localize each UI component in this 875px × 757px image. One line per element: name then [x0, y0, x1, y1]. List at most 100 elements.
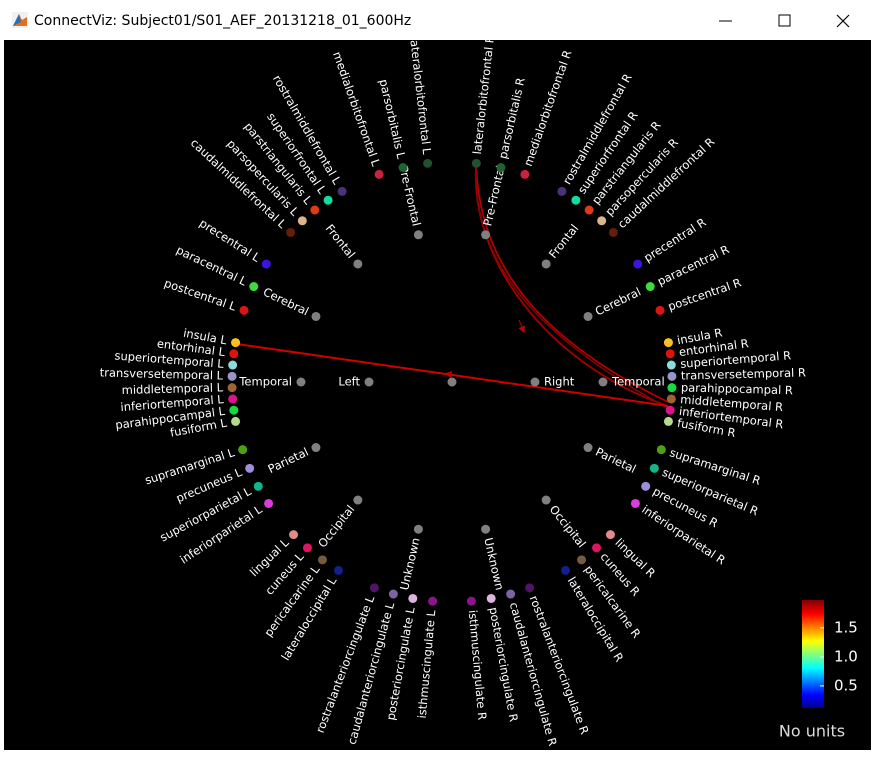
maximize-button[interactable] [778, 14, 791, 27]
lobe-node [583, 443, 593, 453]
lobe-node [311, 311, 321, 321]
region-node [227, 383, 237, 393]
region-node [667, 383, 677, 393]
lobe-node [541, 495, 551, 505]
region-node [666, 360, 676, 370]
region-node [253, 481, 263, 491]
colorbar [802, 600, 824, 708]
region-node [608, 227, 618, 237]
region-node [297, 216, 307, 226]
region-node [557, 186, 567, 196]
region-node [228, 360, 238, 370]
region-node [333, 565, 343, 575]
region-node [633, 259, 643, 269]
lobe-node [541, 259, 551, 269]
hemisphere-node [364, 377, 374, 387]
lobe-node [413, 230, 423, 240]
region-node [398, 163, 408, 173]
window-title: ConnectViz: Subject01/S01_AEF_20131218_0… [34, 13, 411, 29]
region-node [577, 555, 587, 565]
hemisphere-node [530, 377, 540, 387]
connection [475, 164, 669, 403]
lobe-node [481, 524, 491, 534]
region-node [486, 593, 496, 603]
region-node [655, 305, 665, 315]
region-node [506, 589, 516, 599]
region-label: middletemporal L [121, 380, 223, 397]
lobe-node [481, 230, 491, 240]
region-node [229, 405, 239, 415]
lobe-node [413, 524, 423, 534]
region-node [649, 463, 659, 473]
region-node [261, 259, 271, 269]
region-node [665, 349, 675, 359]
colorbar-tick-label: 1.5 [834, 618, 858, 636]
lobe-node [598, 377, 608, 387]
lobe-node [296, 377, 306, 387]
region-node [289, 530, 299, 540]
region-node [227, 371, 237, 381]
plot-area [4, 40, 871, 750]
region-node [428, 596, 438, 606]
lobe-node [311, 443, 321, 453]
region-node [238, 445, 248, 455]
region-node [310, 205, 320, 215]
region-node [630, 498, 640, 508]
hemisphere-label: Left [338, 375, 360, 389]
connection-arrow [444, 371, 461, 379]
connection [475, 164, 669, 409]
region-node [264, 498, 274, 508]
close-button[interactable] [836, 14, 850, 28]
region-node [229, 349, 239, 359]
app-icon [12, 12, 28, 28]
lobe-node [353, 259, 363, 269]
region-node [561, 565, 571, 575]
region-node [408, 593, 418, 603]
region-node [666, 394, 676, 404]
region-node [584, 205, 594, 215]
colorbar-unit-label: No units [779, 722, 845, 741]
colorbar-tick-label: 1.0 [834, 647, 858, 665]
region-node [337, 186, 347, 196]
region-node [245, 463, 255, 473]
region-node [641, 481, 651, 491]
region-node [667, 371, 677, 381]
region-node [597, 216, 607, 226]
region-node [286, 227, 296, 237]
region-node [369, 583, 379, 593]
center-node [447, 377, 457, 387]
region-node [520, 169, 530, 179]
region-label: transversetemporal R [681, 365, 806, 382]
region-node [323, 195, 333, 205]
region-node [592, 543, 602, 553]
region-label: parahippocampal R [681, 380, 793, 397]
region-label: transversetemporal L [100, 365, 224, 382]
region-node [665, 405, 675, 415]
region-node [239, 305, 249, 315]
region-node [231, 416, 241, 426]
region-node [663, 416, 673, 426]
region-node [471, 158, 481, 168]
region-node [656, 445, 666, 455]
region-node [663, 338, 673, 348]
connection-arrow [518, 319, 525, 334]
region-node [423, 158, 433, 168]
region-node [605, 530, 615, 540]
region-node [317, 555, 327, 565]
region-node [466, 596, 476, 606]
region-node [388, 589, 398, 599]
region-node [645, 282, 655, 292]
colorbar-tick-label: 0.5 [834, 676, 858, 694]
region-node [228, 394, 238, 404]
region-node [249, 282, 259, 292]
lobe-label: Temporal [611, 375, 665, 389]
region-node [231, 338, 241, 348]
region-node [302, 543, 312, 553]
hemisphere-label: Right [544, 375, 575, 389]
region-node [496, 163, 506, 173]
lobe-label: Temporal [238, 375, 292, 389]
lobe-node [583, 311, 593, 321]
region-node [525, 583, 535, 593]
region-node [374, 169, 384, 179]
